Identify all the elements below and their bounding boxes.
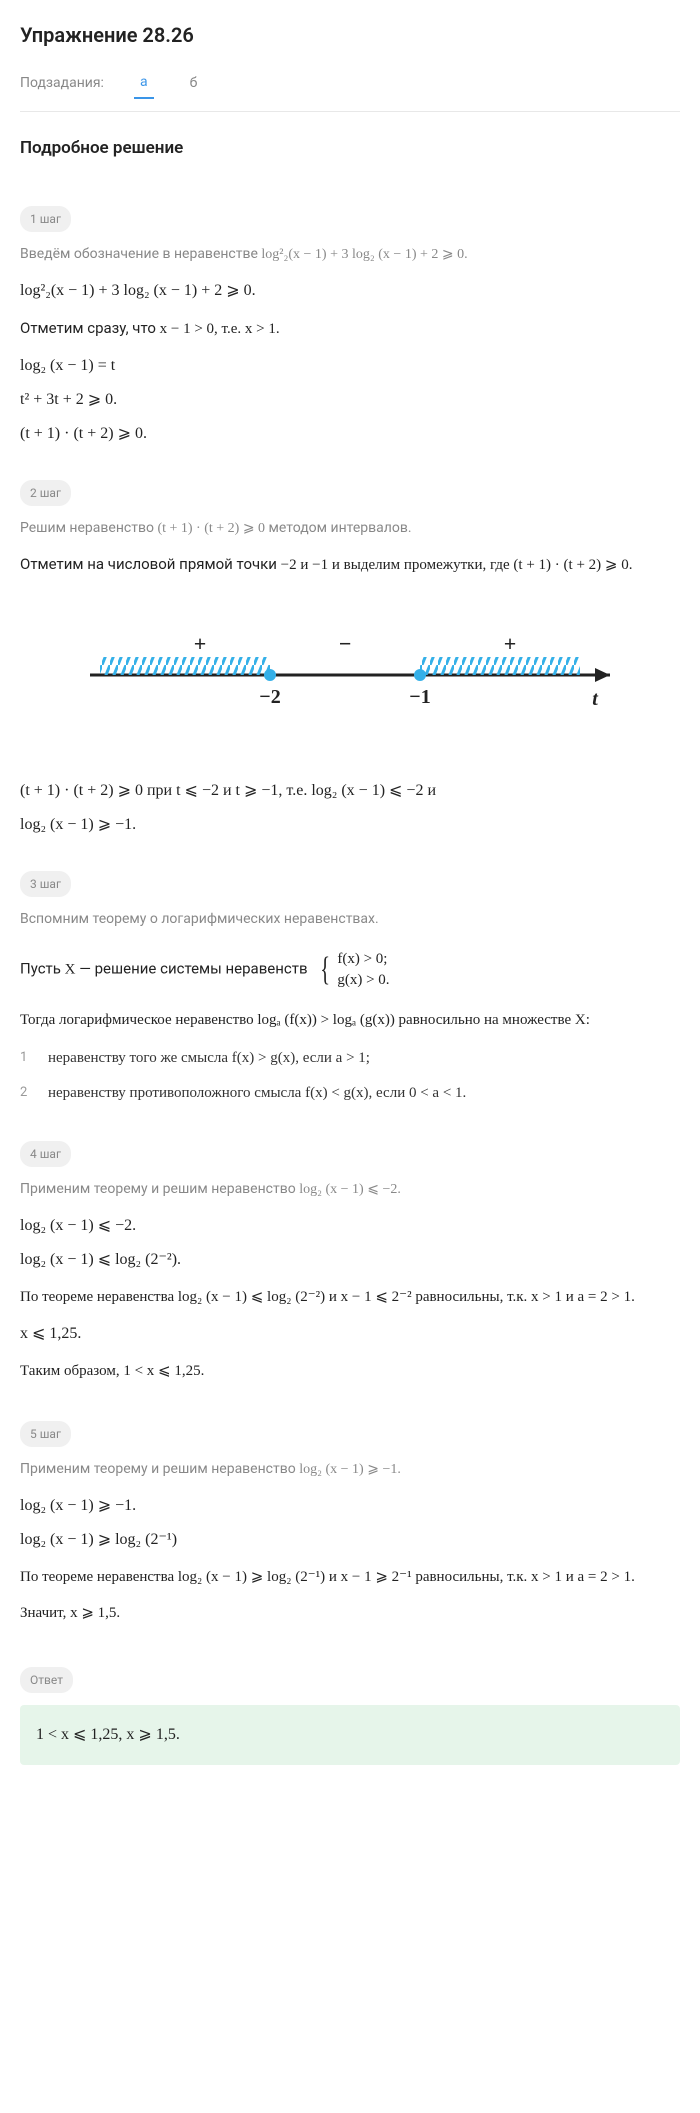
step-4-formula-1: log₂ (x − 1) ⩽ −2. — [20, 1214, 680, 1238]
step-1-intro-formula: log²₂(x − 1) + 3 log₂ (x − 1) + 2 ⩾ 0. — [261, 247, 467, 262]
step-3-item-1: 1 неравенству того же смысла f(x) > g(x),… — [20, 1046, 680, 1070]
nline-sign-1: + — [194, 631, 207, 656]
subtasks-label: Подзадания: — [20, 73, 104, 94]
subtasks-row: Подзадания: а б — [20, 68, 680, 112]
step-3-then: Тогда логарифмическое неравенство logₐ (… — [20, 1009, 680, 1032]
step-5-intro: Применим теорему и решим неравенство log… — [20, 1459, 680, 1480]
step-2-badge: 2 шаг — [20, 480, 71, 506]
step-5-intro-formula: log₂ (x − 1) ⩾ −1. — [299, 1462, 401, 1477]
step-1-badge: 1 шаг — [20, 206, 71, 232]
step-3-cases: { f(x) > 0; g(x) > 0. — [317, 944, 389, 995]
number-line: −2 −1 t + − + — [20, 625, 680, 732]
step-3-let-prefix: Пусть — [20, 959, 65, 977]
step-5-formula-1: log₂ (x − 1) ⩾ −1. — [20, 1494, 680, 1518]
nline-sign-3: + — [504, 631, 517, 656]
step-3-let: Пусть X — решение системы неравенств { f… — [20, 944, 680, 995]
list-number-1: 1 — [20, 1048, 27, 1068]
step-4-conclusion: Таким образом, 1 < x ⩽ 1,25. — [20, 1360, 680, 1383]
step-4-intro-prefix: Применим теорему и решим неравенство — [20, 1181, 299, 1197]
section-title: Подробное решение — [20, 136, 680, 162]
step-1-formula-4: (t + 1) · (t + 2) ⩾ 0. — [20, 422, 680, 446]
nline-sign-2: − — [339, 631, 352, 656]
nline-label-1: −2 — [259, 686, 280, 708]
step-2-para-suffix: и выделим промежутки, где (t + 1) · (t +… — [328, 557, 632, 573]
step-2-intro-prefix: Решим неравенство — [20, 520, 157, 536]
step-3-intro: Вспомним теорему о логарифмических нерав… — [20, 909, 680, 930]
step-1-intro: Введём обозначение в неравенстве log²₂(x… — [20, 244, 680, 265]
step-2-para: Отметим на числовой прямой точки −2 и −1… — [20, 553, 680, 577]
step-2-after-2: log₂ (x − 1) ⩾ −1. — [20, 813, 680, 837]
answer-box: 1 < x ⩽ 1,25, x ⩾ 1,5. — [20, 1705, 680, 1765]
step-4-formula-3: x ⩽ 1,25. — [20, 1322, 680, 1346]
step-3-item-1-text: неравенству того же смысла f(x) > g(x), … — [48, 1050, 370, 1066]
step-1-formula-3: t² + 3t + 2 ⩾ 0. — [20, 388, 680, 412]
step-3-let-mid: X — [65, 961, 76, 977]
step-3-item-2-text: неравенству противоположного смысла f(x)… — [48, 1085, 466, 1101]
step-2-intro-formula: (t + 1) · (t + 2) ⩾ 0 — [157, 521, 265, 536]
subtask-tab-a[interactable]: а — [134, 68, 154, 99]
step-1-note: Отметим сразу, что x − 1 > 0, т.е. x > 1… — [20, 317, 680, 341]
answer-label: Ответ — [20, 1667, 73, 1693]
step-4-para: По теореме неравенства log₂ (x − 1) ⩽ lo… — [20, 1286, 680, 1309]
step-2-para-mid: −2 и −1 — [281, 557, 328, 573]
step-5-para: По теореме неравенства log₂ (x − 1) ⩾ lo… — [20, 1566, 680, 1589]
number-line-svg: −2 −1 t + − + — [70, 625, 630, 725]
step-3-case-2: g(x) > 0. — [337, 970, 389, 991]
exercise-title: Упражнение 28.26 — [20, 20, 680, 50]
step-1-intro-text: Введём обозначение в неравенстве — [20, 246, 261, 262]
step-5-formula-2: log₂ (x − 1) ⩾ log₂ (2⁻¹) — [20, 1528, 680, 1552]
step-3-let-suffix: — решение системы неравенств — [75, 959, 307, 977]
step-1-formula-2: log₂ (x − 1) = t — [20, 354, 680, 378]
list-number-2: 2 — [20, 1083, 27, 1103]
step-5-intro-prefix: Применим теорему и решим неравенство — [20, 1461, 299, 1477]
step-1-note-prefix: Отметим сразу, что — [20, 319, 160, 337]
step-3-item-2: 2 неравенству противоположного смысла f(x… — [20, 1081, 680, 1105]
step-2-after-1: (t + 1) · (t + 2) ⩾ 0 при t ⩽ −2 и t ⩾ −… — [20, 779, 680, 803]
step-2-intro: Решим неравенство (t + 1) · (t + 2) ⩾ 0 … — [20, 518, 680, 539]
step-3-list: 1 неравенству того же смысла f(x) > g(x),… — [20, 1046, 680, 1105]
nline-axis-label: t — [592, 688, 599, 710]
step-3-case-1: f(x) > 0; — [337, 949, 389, 970]
step-1-note-formula: x − 1 > 0, т.е. x > 1. — [160, 321, 280, 337]
step-2-para-prefix: Отметим на числовой прямой точки — [20, 555, 281, 573]
step-3-badge: 3 шаг — [20, 871, 71, 897]
step-4-badge: 4 шаг — [20, 1141, 71, 1167]
step-4-formula-2: log₂ (x − 1) ⩽ log₂ (2⁻²). — [20, 1248, 680, 1272]
step-4-intro: Применим теорему и решим неравенство log… — [20, 1179, 680, 1200]
step-5-conclusion: Значит, x ⩾ 1,5. — [20, 1602, 680, 1625]
step-4-intro-formula: log₂ (x − 1) ⩽ −2. — [299, 1182, 401, 1197]
step-5-badge: 5 шаг — [20, 1421, 71, 1447]
step-2-intro-suffix: методом интервалов. — [265, 520, 411, 536]
subtask-tab-b[interactable]: б — [184, 69, 204, 98]
brace-icon: { — [321, 944, 331, 995]
step-1-formula-1: log²₂(x − 1) + 3 log₂ (x − 1) + 2 ⩾ 0. — [20, 279, 680, 303]
nline-label-2: −1 — [409, 686, 430, 708]
